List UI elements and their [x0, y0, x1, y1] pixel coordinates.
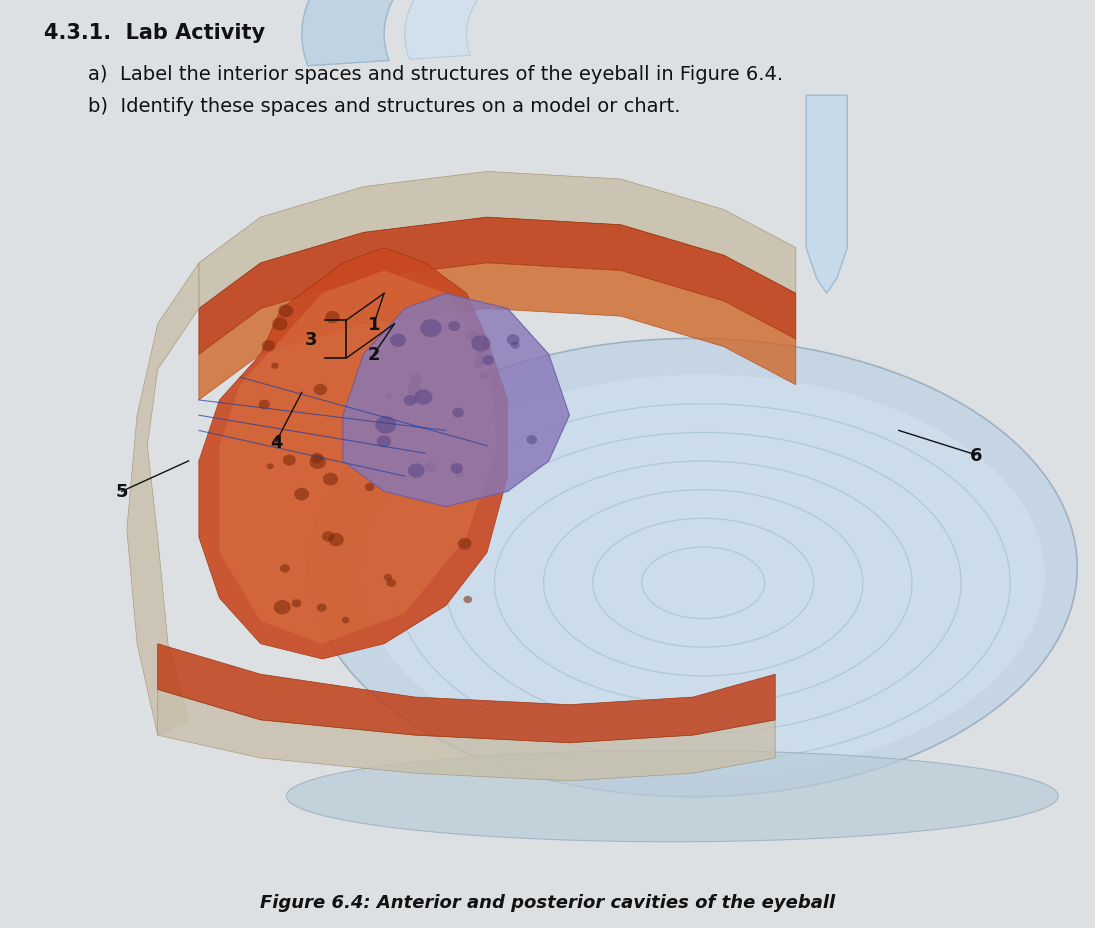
- Circle shape: [410, 375, 423, 385]
- Circle shape: [456, 470, 463, 478]
- Circle shape: [323, 473, 338, 486]
- Circle shape: [295, 488, 309, 501]
- Circle shape: [471, 336, 491, 353]
- Circle shape: [404, 395, 416, 406]
- Polygon shape: [219, 271, 497, 644]
- Circle shape: [408, 464, 425, 478]
- Circle shape: [527, 435, 538, 445]
- Circle shape: [328, 534, 344, 547]
- Text: Figure 6.4: Anterior and posterior cavities of the eyeball: Figure 6.4: Anterior and posterior cavit…: [260, 894, 835, 911]
- Circle shape: [385, 394, 392, 400]
- Text: 5: 5: [115, 483, 128, 501]
- Circle shape: [316, 604, 326, 612]
- Circle shape: [507, 335, 520, 346]
- Circle shape: [274, 600, 290, 614]
- Polygon shape: [158, 690, 775, 781]
- Circle shape: [480, 372, 488, 380]
- Circle shape: [458, 538, 472, 550]
- Circle shape: [262, 341, 275, 352]
- Circle shape: [325, 312, 339, 324]
- Polygon shape: [158, 644, 775, 743]
- Circle shape: [383, 574, 392, 581]
- Polygon shape: [199, 249, 508, 659]
- Circle shape: [272, 363, 278, 369]
- Polygon shape: [302, 0, 731, 67]
- Text: 4: 4: [269, 433, 283, 451]
- Polygon shape: [343, 294, 569, 507]
- Polygon shape: [199, 173, 796, 309]
- Circle shape: [420, 319, 441, 338]
- Circle shape: [474, 360, 484, 368]
- Circle shape: [475, 353, 484, 360]
- Text: 3: 3: [304, 330, 316, 349]
- Polygon shape: [806, 97, 848, 294]
- Circle shape: [310, 456, 326, 470]
- Circle shape: [414, 390, 433, 406]
- Polygon shape: [199, 218, 796, 354]
- Circle shape: [280, 564, 290, 573]
- Circle shape: [482, 355, 494, 366]
- Circle shape: [313, 384, 327, 396]
- Ellipse shape: [361, 375, 1045, 776]
- Circle shape: [376, 417, 396, 434]
- Circle shape: [267, 464, 274, 470]
- Text: 2: 2: [368, 346, 380, 364]
- Circle shape: [322, 532, 334, 542]
- Circle shape: [278, 305, 293, 318]
- Circle shape: [390, 334, 406, 347]
- Polygon shape: [199, 264, 796, 401]
- Text: a)  Label the interior spaces and structures of the eyeball in Figure 6.4.: a) Label the interior spaces and structu…: [88, 65, 783, 84]
- Polygon shape: [405, 0, 745, 60]
- Circle shape: [387, 579, 396, 587]
- Circle shape: [425, 462, 437, 472]
- Circle shape: [291, 599, 301, 608]
- Circle shape: [365, 483, 374, 492]
- Circle shape: [311, 453, 323, 464]
- Text: b)  Identify these spaces and structures on a model or chart.: b) Identify these spaces and structures …: [88, 97, 680, 115]
- Circle shape: [407, 384, 423, 396]
- Circle shape: [463, 596, 472, 603]
- Ellipse shape: [309, 339, 1077, 797]
- Circle shape: [377, 436, 391, 448]
- Circle shape: [258, 400, 269, 410]
- Circle shape: [448, 322, 460, 331]
- Circle shape: [510, 342, 519, 349]
- Circle shape: [273, 318, 288, 331]
- Text: 6: 6: [970, 446, 982, 464]
- Circle shape: [452, 408, 464, 418]
- Polygon shape: [127, 264, 199, 735]
- Circle shape: [342, 617, 349, 624]
- Circle shape: [450, 463, 463, 474]
- Ellipse shape: [287, 751, 1058, 842]
- Text: 1: 1: [368, 316, 380, 333]
- Circle shape: [465, 330, 479, 342]
- Circle shape: [283, 455, 296, 466]
- Text: 4.3.1.  Lab Activity: 4.3.1. Lab Activity: [44, 23, 265, 44]
